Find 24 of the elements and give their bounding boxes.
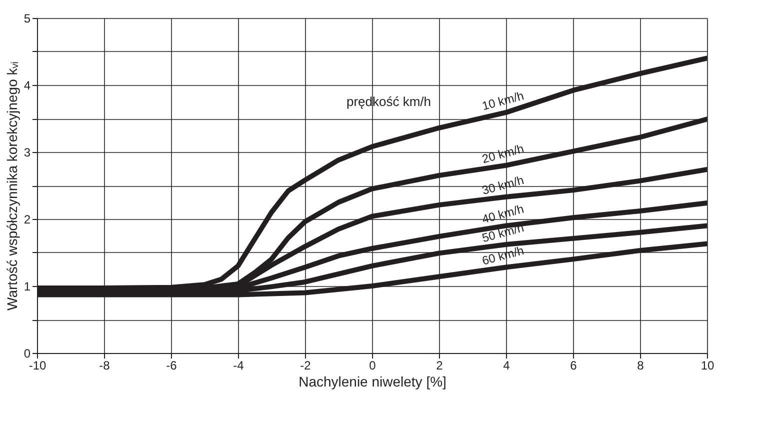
y-tick-label: 3 [24, 146, 31, 160]
x-tick-label: -4 [233, 358, 244, 372]
text: 20 km/h [480, 142, 526, 166]
y-axis-title: Wartość współczynnika korekcyjnego kᵥᵢ [4, 62, 20, 310]
x-tick-label: -2 [300, 358, 312, 372]
x-tick-label: -6 [166, 358, 178, 372]
text: 40 km/h [480, 202, 526, 226]
y-tick-label: 4 [24, 78, 31, 92]
x-tick-label: 4 [503, 358, 510, 372]
y-tick-label: 2 [24, 212, 31, 226]
text: 60 km/h [480, 243, 526, 268]
text: 30 km/h [480, 173, 526, 198]
x-tick-label: 0 [369, 358, 376, 372]
x-tick-label: 6 [570, 358, 578, 372]
y-tick-label: 5 [24, 12, 31, 26]
y-tick-label: 1 [24, 280, 31, 294]
text: 10 km/h [480, 88, 526, 114]
y-tick-label: 0 [24, 346, 31, 360]
x-axis-title: Nachylenie niwelety [%] [298, 374, 446, 390]
x-tick-label: -10 [28, 358, 46, 372]
x-tick-label: -8 [99, 358, 110, 372]
x-tick-label: 2 [436, 358, 444, 372]
x-tick-label: 10 [700, 358, 714, 372]
x-tick-label: 8 [637, 358, 644, 372]
